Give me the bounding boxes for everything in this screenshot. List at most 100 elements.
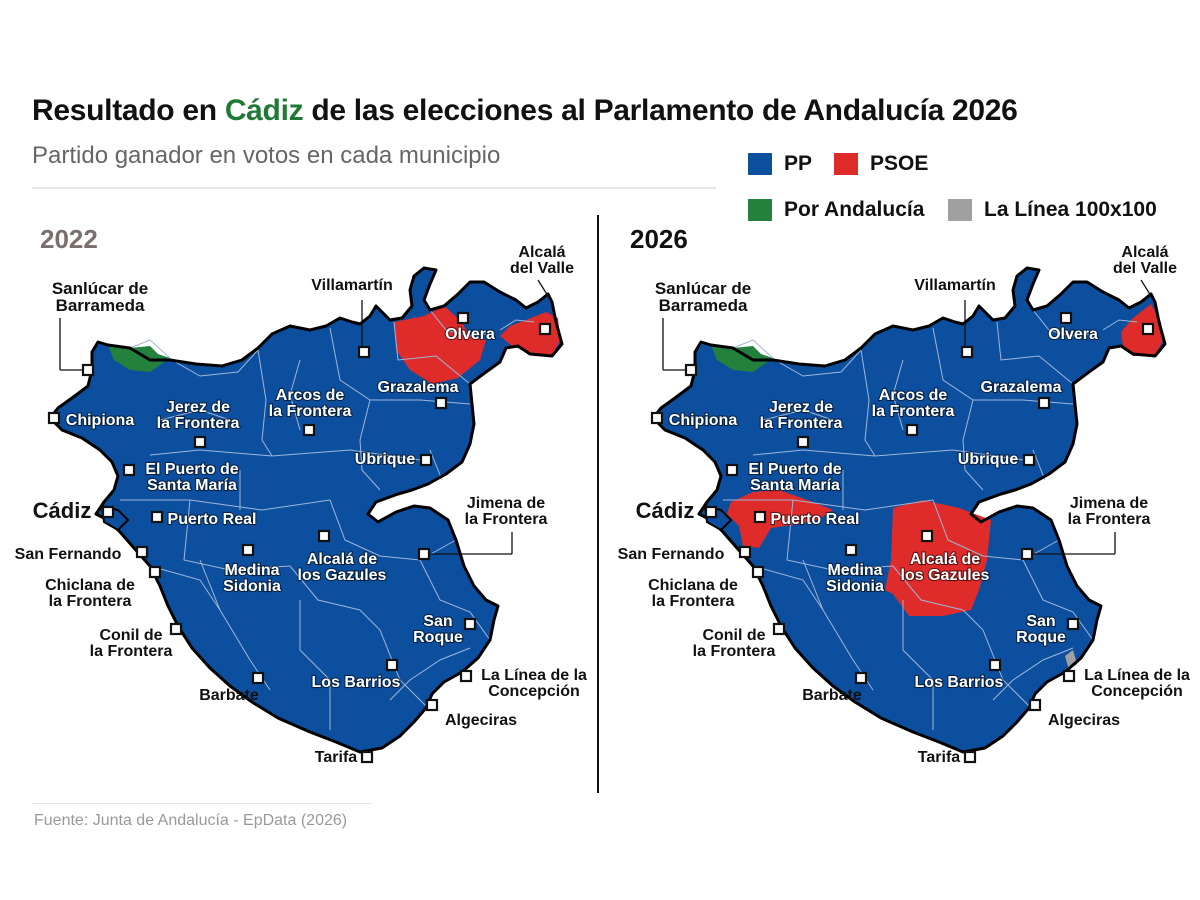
label-chipiona: Chipiona [669, 412, 738, 429]
region-psoe-puerto-real [727, 490, 833, 548]
marker-arcos-de-la-frontera [905, 423, 919, 437]
marker-los-barrios [385, 658, 399, 672]
municipal-boundary [992, 647, 1074, 701]
legend-label-la-linea: La Línea 100x100 [984, 198, 1157, 221]
marker-la-linea-de-la-concepcion [1062, 669, 1076, 683]
label-alcala-del-valle: Alcalá del Valle [510, 244, 574, 277]
label-barbate: Barbate [199, 687, 259, 704]
marker-el-puerto-de-santa-maria [725, 463, 739, 477]
label-jerez-de-la-frontera: Jerez de la Frontera [760, 399, 843, 432]
marker-tarifa [963, 750, 977, 764]
marker-alcala-del-valle [538, 322, 552, 336]
municipal-boundary [159, 409, 231, 421]
label-chipiona: Chipiona [66, 412, 135, 429]
label-olvera: Olvera [1048, 326, 1098, 343]
label-jerez-de-la-frontera: Jerez de la Frontera [157, 399, 240, 432]
legend-item-la-linea: La Línea 100x100 [948, 198, 1157, 222]
label-ubrique: Ubrique [355, 451, 416, 468]
legend: PP PSOE Por Andalucía La Línea 100x100 [748, 152, 1188, 232]
label-el-puerto-de-santa-maria: El Puerto de Santa María [145, 461, 238, 494]
municipal-boundary [120, 499, 331, 511]
marker-conil-de-la-frontera [169, 622, 183, 636]
municipal-boundary [429, 309, 487, 337]
label-tarifa: Tarifa [918, 749, 960, 766]
marker-sanlucar-de-barrameda [81, 363, 95, 377]
legend-swatch-por-andalucia [748, 199, 772, 221]
marker-conil-de-la-frontera [772, 622, 786, 636]
marker-chipiona [47, 411, 61, 425]
marker-san-fernando [135, 545, 149, 559]
marker-puerto-real [753, 510, 767, 524]
label-chiclana-de-la-frontera: Chiclana de la Frontera [648, 577, 738, 610]
label-ubrique: Ubrique [958, 451, 1019, 468]
label-algeciras: Algeciras [1048, 712, 1120, 729]
label-cadiz: Cádiz [636, 498, 695, 523]
chart-subtitle: Partido ganador en votos en cada municip… [32, 142, 501, 169]
marker-sanlucar-de-barrameda [684, 363, 698, 377]
marker-villamartin [960, 345, 974, 359]
legend-label-por-andalucia: Por Andalucía [784, 198, 925, 221]
legend-swatch-pp [748, 153, 772, 175]
municipal-boundary [752, 565, 824, 611]
marker-alcala-de-los-gazules [920, 529, 934, 543]
label-tarifa: Tarifa [315, 749, 357, 766]
marker-jimena-de-la-frontera [417, 547, 431, 561]
marker-san-roque [463, 617, 477, 631]
marker-ubrique [1022, 453, 1036, 467]
marker-arcos-de-la-frontera [302, 423, 316, 437]
map-year-2022: 2022 [40, 224, 98, 254]
label-alcala-del-valle: Alcalá del Valle [1113, 244, 1177, 277]
municipal-boundary [149, 565, 221, 611]
label-la-linea-de-la-concepcion: La Línea de la Concepción [1084, 667, 1190, 700]
marker-barbate [251, 671, 265, 685]
legend-item-psoe: PSOE [834, 152, 928, 176]
municipal-boundary [932, 499, 1060, 561]
municipal-boundary [996, 321, 1074, 385]
label-medina-sidonia: Medina Sidonia [223, 562, 281, 595]
label-grazalema: Grazalema [378, 379, 459, 396]
label-san-fernando: San Fernando [618, 546, 725, 563]
marker-alcala-del-valle [1141, 322, 1155, 336]
label-arcos-de-la-frontera: Arcos de la Frontera [269, 387, 352, 420]
municipal-boundary [393, 321, 471, 385]
municipal-boundary [752, 449, 1024, 461]
label-grazalema: Grazalema [981, 379, 1062, 396]
map-2026: Sanlúcar de Barrameda Chipiona Jerez de la F… [618, 244, 1190, 766]
label-jimena-de-la-frontera: Jimena de la Frontera [465, 495, 548, 528]
municipal-boundary [289, 359, 301, 431]
municipal-boundary [329, 499, 457, 561]
label-san-roque: San Roque [1016, 613, 1066, 646]
marker-cadiz [101, 505, 115, 519]
label-puerto-real: Puerto Real [771, 511, 860, 528]
municipal-boundary [732, 339, 862, 377]
label-sanlucar-de-barrameda: Sanlúcar de Barrameda [655, 279, 751, 315]
chart-title: Resultado en Cádiz de las elecciones al … [32, 94, 1018, 128]
municipal-boundary [183, 499, 361, 611]
municipal-boundary [129, 339, 259, 377]
municipal-boundary [786, 499, 964, 611]
municipal-boundary [962, 399, 984, 491]
legend-swatch-psoe [834, 153, 858, 175]
label-conil-de-la-frontera: Conil de la Frontera [90, 627, 173, 660]
label-algeciras: Algeciras [445, 712, 517, 729]
marker-olvera [1059, 311, 1073, 325]
map-year-2026: 2026 [630, 224, 688, 254]
title-after: de las elecciones al Parlamento de Andal… [303, 94, 1018, 127]
region-por-andalucia-sanlucar [108, 345, 170, 372]
marker-san-roque [1066, 617, 1080, 631]
municipal-boundary [499, 319, 535, 331]
municipal-boundary [1032, 309, 1090, 337]
province-base [50, 268, 562, 752]
label-puerto-real: Puerto Real [168, 511, 257, 528]
title-before: Resultado en [32, 94, 225, 127]
municipal-boundary [902, 600, 934, 730]
label-cadiz: Cádiz [33, 498, 92, 523]
label-conil-de-la-frontera: Conil de la Frontera [693, 627, 776, 660]
marker-san-fernando [738, 545, 752, 559]
marker-puerto-real [150, 510, 164, 524]
municipal-boundary [1022, 559, 1094, 641]
marker-chiclana-de-la-frontera [751, 565, 765, 579]
marker-barbate [854, 671, 868, 685]
municipal-boundary [892, 359, 904, 431]
marker-algeciras [425, 698, 439, 712]
